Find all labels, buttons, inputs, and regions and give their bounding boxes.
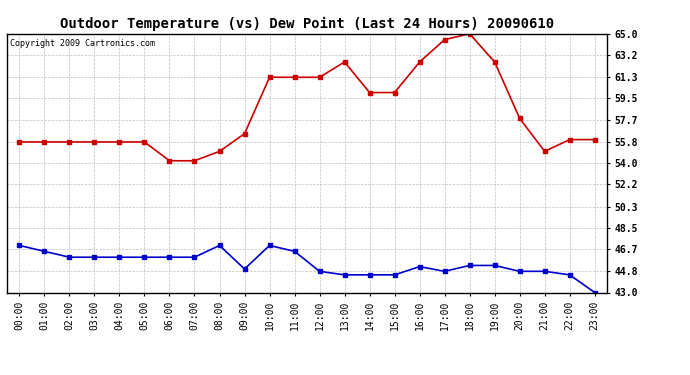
Text: Copyright 2009 Cartronics.com: Copyright 2009 Cartronics.com (10, 39, 155, 48)
Title: Outdoor Temperature (vs) Dew Point (Last 24 Hours) 20090610: Outdoor Temperature (vs) Dew Point (Last… (60, 17, 554, 31)
